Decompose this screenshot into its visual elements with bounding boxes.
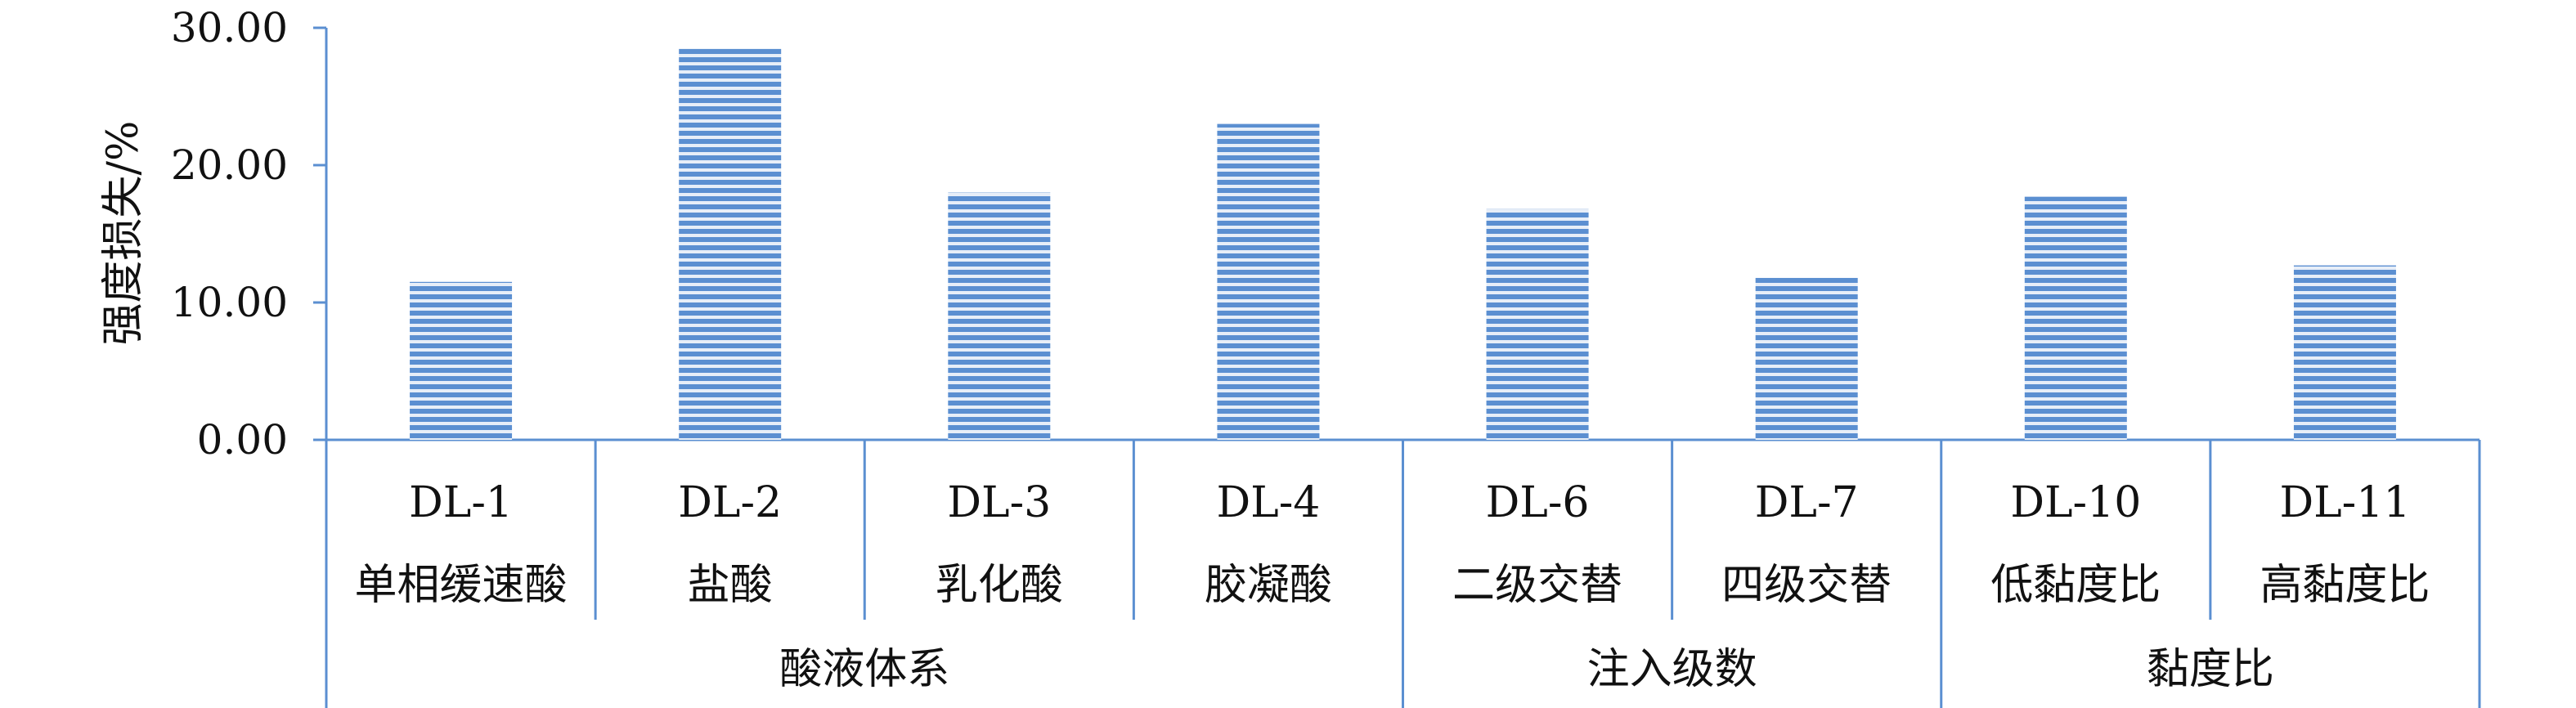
category-code-label: DL-11 — [2279, 478, 2410, 527]
bar — [679, 48, 782, 440]
bar — [410, 281, 513, 440]
category-code-label: DL-7 — [1755, 478, 1859, 527]
category-name-label: 二级交替 — [1452, 561, 1622, 610]
bar — [1217, 123, 1320, 440]
category-code-label: DL-10 — [2010, 478, 2141, 527]
category-name-label: 盐酸 — [688, 561, 773, 610]
group-label: 注入级数 — [1587, 645, 1757, 694]
y-ticks: 0.00 10.00 20.00 30.00 — [171, 4, 326, 464]
bar — [1755, 277, 1858, 440]
y-tick-label: 10.00 — [171, 279, 288, 326]
bar — [948, 192, 1051, 440]
category-code-label: DL-2 — [678, 478, 782, 527]
group-labels: 酸液体系 注入级数 黏度比 — [779, 645, 2274, 694]
category-name-label: 高黏度比 — [2260, 561, 2430, 610]
category-code-label: DL-4 — [1216, 478, 1320, 527]
group-label: 黏度比 — [2147, 645, 2274, 694]
y-tick-label: 30.00 — [171, 4, 288, 52]
category-name-label: 低黏度比 — [1990, 561, 2161, 610]
category-name-label: 四级交替 — [1721, 561, 1892, 610]
y-tick-label: 20.00 — [171, 141, 288, 189]
category-name-label: 乳化酸 — [936, 561, 1063, 610]
y-tick-label: 0.00 — [197, 416, 288, 464]
category-code-label: DL-3 — [947, 478, 1051, 527]
bar — [2293, 265, 2396, 440]
category-code-label: DL-1 — [409, 478, 513, 527]
category-code-label: DL-6 — [1486, 478, 1590, 527]
bars — [410, 48, 2396, 440]
group-label: 酸液体系 — [779, 645, 949, 694]
bar — [1486, 208, 1589, 440]
bar — [2024, 196, 2127, 440]
category-labels: DL-1 单相缓速酸 DL-2 盐酸 DL-3 乳化酸 DL-4 胶凝酸 DL-6 二级交替 DL-… — [355, 478, 2430, 610]
category-name-label: 胶凝酸 — [1205, 561, 1332, 610]
y-axis-label: 强度损失/% — [99, 121, 148, 346]
category-name-label: 单相缓速酸 — [355, 561, 568, 610]
